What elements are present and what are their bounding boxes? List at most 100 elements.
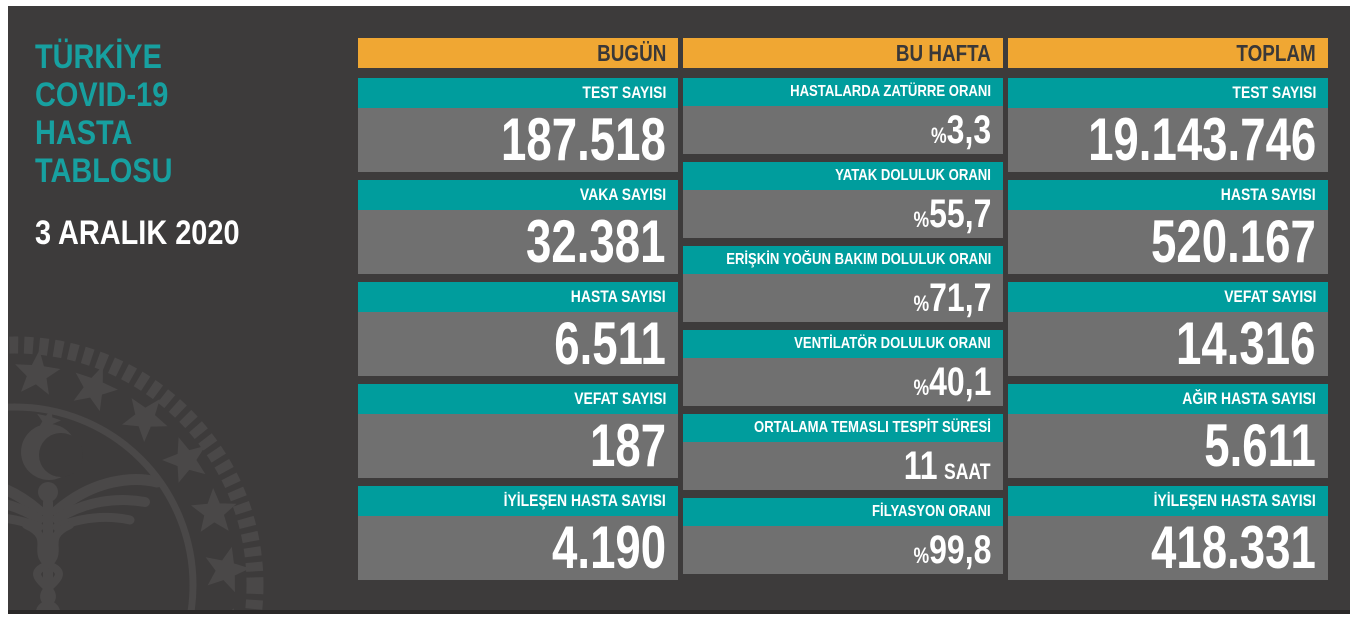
stat-cell: FİLYASYON ORANI %99,8 — [683, 498, 1003, 574]
stat-value: 187 — [358, 414, 678, 478]
stat-label: VEFAT SAYISI — [358, 384, 678, 414]
stat-value: %40,1 — [683, 358, 1003, 406]
stat-value: 418.331 — [1008, 516, 1328, 580]
stat-number: 99,8 — [928, 528, 991, 572]
stat-label: HASTA SAYISI — [1008, 180, 1328, 210]
stat-number: 32.381 — [526, 208, 666, 275]
stat-cell: TEST SAYISI 19.143.746 — [1008, 78, 1328, 172]
stat-label: VAKA SAYISI — [358, 180, 678, 210]
stat-label: VENTİLATÖR DOLULUK ORANI — [683, 330, 1003, 358]
stat-label: TEST SAYISI — [1008, 78, 1328, 108]
stat-cell: YATAK DOLULUK ORANI %55,7 — [683, 162, 1003, 238]
stat-value: 187.518 — [358, 108, 678, 172]
stat-number: 11 — [904, 444, 938, 488]
stat-label: İYİLEŞEN HASTA SAYISI — [358, 486, 678, 516]
stat-cell: HASTA SAYISI 520.167 — [1008, 180, 1328, 274]
stat-value: 520.167 — [1008, 210, 1328, 274]
column-header-label: TOPLAM — [1236, 39, 1316, 66]
stat-label: FİLYASYON ORANI — [683, 498, 1003, 526]
stat-number: 418.331 — [1151, 514, 1316, 581]
star-icon — [205, 546, 250, 593]
page-title: TÜRKİYE COVID-19 HASTA TABLOSU — [35, 38, 197, 190]
stat-number: 520.167 — [1151, 208, 1316, 275]
star-icon — [37, 408, 62, 434]
stat-number: 19.143.746 — [1087, 106, 1316, 173]
stat-value: %99,8 — [683, 526, 1003, 574]
stat-cell: VEFAT SAYISI 187 — [358, 384, 678, 478]
stat-label: ERİŞKİN YOĞUN BAKIM DOLULUK ORANI — [683, 246, 1003, 274]
column-bugun: BUGÜN TEST SAYISI 187.518 VAKA SAYISI 32.381… — [358, 38, 678, 588]
column-header-label: BU HAFTA — [896, 39, 991, 66]
stat-number: 6.511 — [554, 310, 666, 377]
inner-ring — [8, 403, 197, 610]
stat-label: HASTA SAYISI — [358, 282, 678, 312]
stat-cell: HASTA SAYISI 6.511 — [358, 282, 678, 376]
stat-label: İYİLEŞEN HASTA SAYISI — [1008, 486, 1328, 516]
percent-prefix: % — [913, 543, 929, 568]
stat-label: TEST SAYISI — [358, 78, 678, 108]
percent-prefix: % — [930, 123, 947, 148]
stat-cell: İYİLEŞEN HASTA SAYISI 418.331 — [1008, 486, 1328, 580]
stat-number: 40,1 — [928, 360, 991, 404]
stat-value: 32.381 — [358, 210, 678, 274]
stat-number: 5.611 — [1204, 412, 1316, 479]
stat-value: 11 SAAT — [683, 442, 1003, 490]
crescent-and-star — [21, 408, 83, 480]
star-icon — [162, 437, 206, 483]
stat-value: %3,3 — [683, 106, 1003, 154]
title-line: COVID-19 — [35, 76, 169, 114]
stat-label: AĞIR HASTA SAYISI — [1008, 384, 1328, 414]
unit-suffix: SAAT — [944, 459, 991, 484]
stat-label: VEFAT SAYISI — [1008, 282, 1328, 312]
stats-columns: BUGÜN TEST SAYISI 187.518 VAKA SAYISI 32.381… — [358, 38, 1328, 588]
column-toplam: TOPLAM TEST SAYISI 19.143.746 HASTA SAYISI 5… — [1008, 38, 1328, 588]
ministry-of-health-emblem-watermark — [8, 336, 264, 610]
dashboard-panel: TÜRKİYE COVID-19 HASTA TABLOSU 3 ARALIK … — [8, 6, 1350, 614]
stat-number: 4.190 — [551, 514, 666, 581]
column-header: BU HAFTA — [683, 38, 1003, 68]
stat-cell: TEST SAYISI 187.518 — [358, 78, 678, 172]
stat-cell: ERİŞKİN YOĞUN BAKIM DOLULUK ORANI %71,7 — [683, 246, 1003, 322]
percent-prefix: % — [913, 291, 929, 316]
star-icon — [73, 365, 118, 412]
report-date: 3 ARALIK 2020 — [35, 214, 240, 252]
ring-stars — [15, 350, 250, 610]
column-bu-hafta: BU HAFTA HASTALARDA ZATÜRRE ORANI %3,3 YATA… — [683, 38, 1003, 588]
percent-prefix: % — [913, 375, 929, 400]
stat-cell: VENTİLATÖR DOLULUK ORANI %40,1 — [683, 330, 1003, 406]
star-icon — [190, 488, 237, 532]
percent-prefix: % — [913, 207, 929, 232]
stat-value: 19.143.746 — [1008, 108, 1328, 172]
stat-value: 5.611 — [1008, 414, 1328, 478]
stat-value: %71,7 — [683, 274, 1003, 322]
caduceus-icon — [8, 474, 163, 610]
stat-number: 187 — [589, 412, 666, 479]
column-header: BUGÜN — [358, 38, 678, 68]
stat-number: 71,7 — [928, 276, 991, 320]
star-icon — [200, 608, 246, 610]
stat-cell: HASTALARDA ZATÜRRE ORANI %3,3 — [683, 78, 1003, 154]
stat-label: YATAK DOLULUK ORANI — [683, 162, 1003, 190]
star-icon — [15, 350, 61, 395]
stat-cell: AĞIR HASTA SAYISI 5.611 — [1008, 384, 1328, 478]
stat-value: %55,7 — [683, 190, 1003, 238]
star-icon — [121, 398, 168, 442]
stat-label: ORTALAMA TEMASLI TESPİT SÜRESİ — [683, 414, 1003, 442]
stat-number: 55,7 — [928, 192, 991, 236]
stat-number: 3,3 — [946, 108, 991, 152]
title-line: HASTA — [35, 114, 133, 152]
rope-ring — [8, 336, 264, 610]
title-line: TABLOSU — [35, 152, 173, 190]
stat-value: 14.316 — [1008, 312, 1328, 376]
stat-label: HASTALARDA ZATÜRRE ORANI — [683, 78, 1003, 106]
column-header-label: BUGÜN — [596, 39, 666, 66]
title-line: TÜRKİYE — [35, 38, 162, 76]
stat-value: 4.190 — [358, 516, 678, 580]
stat-number: 14.316 — [1176, 310, 1316, 377]
stat-cell: İYİLEŞEN HASTA SAYISI 4.190 — [358, 486, 678, 580]
stat-cell: VEFAT SAYISI 14.316 — [1008, 282, 1328, 376]
stat-cell: VAKA SAYISI 32.381 — [358, 180, 678, 274]
stat-cell: ORTALAMA TEMASLI TESPİT SÜRESİ 11 SAAT — [683, 414, 1003, 490]
column-header: TOPLAM — [1008, 38, 1328, 68]
stat-number: 187.518 — [501, 106, 666, 173]
